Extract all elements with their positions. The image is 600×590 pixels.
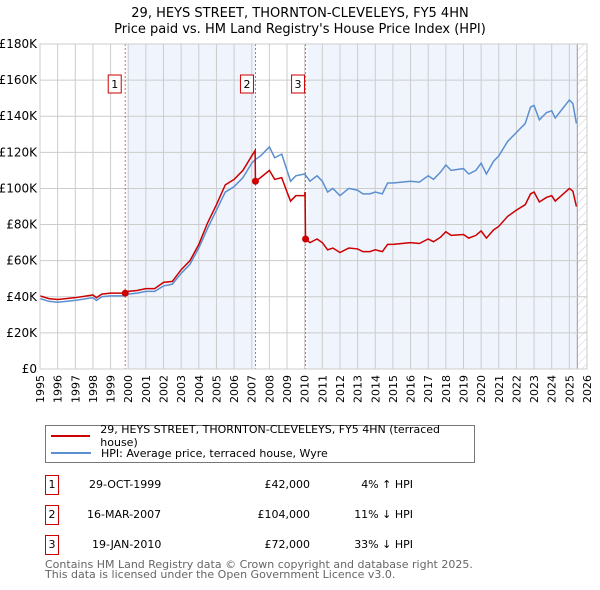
sale-label: 1	[111, 78, 118, 91]
x-tick-label: 2024	[546, 375, 559, 403]
x-tick-label: 2023	[528, 375, 541, 403]
chart-subtitle: Price paid vs. HM Land Registry's House …	[114, 22, 486, 37]
x-tick-label: 1997	[69, 375, 82, 403]
x-tick-label: 2016	[405, 375, 418, 403]
x-tick-label: 2012	[334, 375, 347, 403]
x-tick-label: 2021	[493, 375, 506, 403]
x-tick-label: 2006	[228, 375, 241, 403]
legend-blue-line	[51, 452, 91, 454]
transaction-number: 2	[45, 505, 59, 525]
footer-copyright: Contains HM Land Registry data © Crown c…	[45, 558, 473, 571]
x-tick-label: 2025	[563, 375, 576, 403]
plot-frame	[39, 43, 588, 370]
legend-hpi: HPI: Average price, terraced house, Wyre	[101, 446, 328, 460]
x-tick-label: 2019	[457, 375, 470, 403]
transaction-row: 1 29-OCT-1999 £42,000 4% ↑ HPI	[45, 475, 465, 495]
shaded-period	[127, 44, 256, 369]
sale-label: 3	[295, 78, 302, 91]
transaction-price: £104,000	[257, 508, 311, 521]
future-hatch	[577, 44, 587, 369]
x-tick-label: 2020	[475, 375, 488, 403]
transaction-date: 29-OCT-1999	[89, 478, 162, 491]
x-tick-label: 2013	[352, 375, 365, 403]
y-tick-label: £20K	[6, 326, 38, 340]
sale-point	[121, 289, 129, 297]
transaction-hpi: 33% ↓ HPI	[354, 538, 413, 551]
legend-property: 29, HEYS STREET, THORNTON-CLEVELEYS, FY5…	[100, 423, 441, 449]
x-tick-label: 2018	[440, 375, 453, 403]
legend: 29, HEYS STREET, THORNTON-CLEVELEYS, FY5…	[45, 423, 475, 463]
y-tick-label: £40K	[6, 290, 38, 304]
sale-label: 2	[243, 78, 250, 91]
price-chart: 1995 1996 1997 1998 1999 2000 2001 2002 2003 2004…	[0, 37, 594, 403]
x-tick-label: 1998	[87, 375, 100, 403]
footer-licence: This data is licensed under the Open Gov…	[45, 568, 396, 581]
x-tick-label: 1999	[105, 375, 118, 403]
x-tick-label: 2007	[246, 375, 259, 403]
transaction-price: £42,000	[264, 478, 311, 491]
transaction-date: 16-MAR-2007	[87, 508, 162, 521]
y-tick-label: £160K	[0, 73, 38, 87]
x-tick-label: 2011	[316, 375, 329, 403]
y-tick-label: £80K	[6, 218, 38, 232]
x-tick-label: 2009	[281, 375, 294, 403]
x-tick-label: 2014	[369, 375, 382, 403]
y-tick-label: £60K	[6, 254, 38, 268]
x-tick-label: 2017	[422, 375, 435, 403]
legend-red-line	[51, 435, 91, 437]
sale-point	[251, 177, 259, 185]
transaction-number: 3	[45, 535, 59, 555]
sale-point	[302, 235, 310, 243]
x-tick-label: 1995	[34, 375, 47, 403]
y-tick-label: £0	[22, 362, 37, 376]
sale-label-box	[239, 74, 254, 94]
transaction-hpi: 4% ↑ HPI	[361, 478, 413, 491]
x-tick-label: 2010	[299, 375, 312, 403]
shaded-period	[307, 44, 578, 369]
x-tick-label: 2004	[193, 375, 206, 403]
transaction-hpi: 11% ↓ HPI	[354, 508, 413, 521]
hpi-line	[39, 98, 578, 303]
y-tick-label: £140K	[0, 109, 38, 123]
footer: Contains HM Land Registry data © Crown c…	[45, 558, 473, 581]
x-tick-label: 2008	[263, 375, 276, 403]
sale-label-box	[291, 74, 306, 94]
transaction-number: 1	[45, 475, 59, 495]
x-tick-label: 2005	[210, 375, 223, 403]
x-tick-label: 2000	[122, 375, 135, 403]
transaction-date: 19-JAN-2010	[92, 538, 162, 551]
x-tick-label: 2015	[387, 375, 400, 403]
chart-title: 29, HEYS STREET, THORNTON-CLEVELEYS, FY5…	[131, 6, 469, 21]
transaction-price: £72,000	[264, 538, 311, 551]
x-tick-label: 2002	[158, 375, 171, 403]
x-tick-label: 2003	[175, 375, 188, 403]
x-tick-label: 2001	[140, 375, 153, 403]
transaction-row: 2 16-MAR-2007 £104,000 11% ↓ HPI	[45, 505, 465, 525]
property-price-line	[39, 147, 578, 301]
x-tick-label: 2022	[510, 375, 523, 403]
transaction-row: 3 19-JAN-2010 £72,000 33% ↓ HPI	[45, 535, 465, 555]
y-tick-label: £120K	[0, 145, 38, 159]
y-tick-label: £100K	[0, 181, 38, 195]
x-tick-label: 2026	[581, 375, 594, 403]
y-tick-label: £180K	[0, 37, 38, 51]
sale-label-box	[107, 74, 122, 94]
x-tick-label: 1996	[52, 375, 65, 403]
